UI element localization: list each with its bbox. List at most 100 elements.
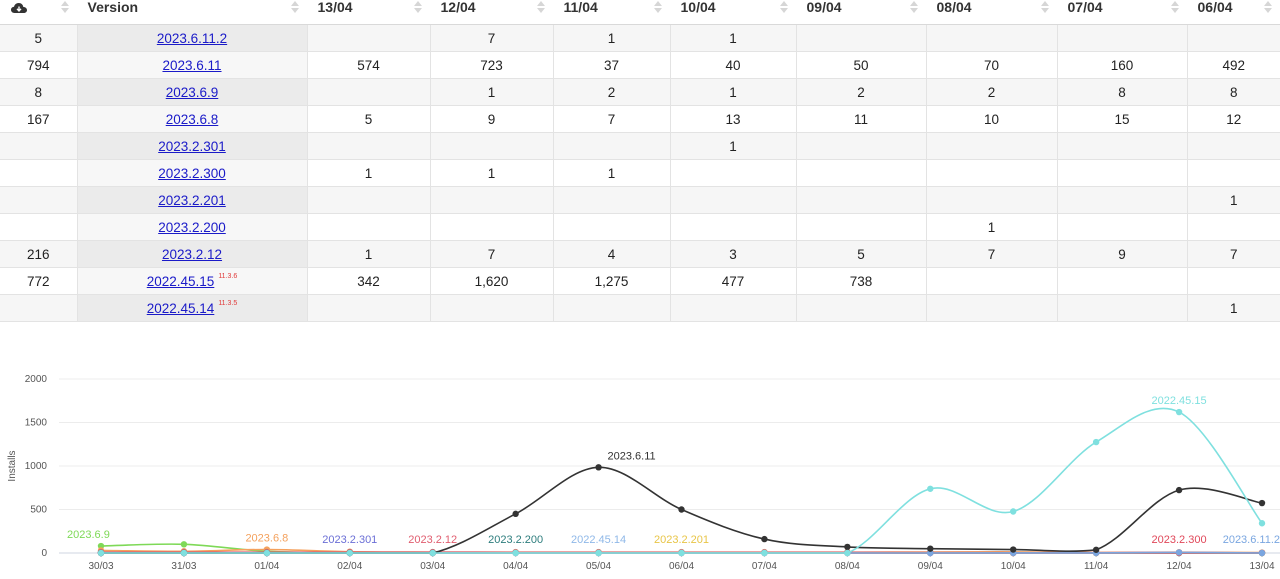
sort-icon[interactable] (537, 0, 545, 14)
daily-installs-cell (926, 160, 1057, 187)
daily-installs-cell: 2 (553, 79, 670, 106)
column-header-label: 09/04 (807, 0, 842, 15)
daily-installs-cell (796, 214, 926, 241)
daily-installs-cell: 2 (796, 79, 926, 106)
data-point-2023-6-11-2[interactable] (1259, 550, 1265, 556)
sort-icon[interactable] (291, 0, 299, 14)
version-link[interactable]: 2023.6.9 (166, 85, 219, 100)
column-header-version[interactable]: Version (77, 0, 307, 25)
daily-installs-cell (796, 133, 926, 160)
daily-installs-cell: 3 (670, 241, 796, 268)
data-point-2022-45-15[interactable] (347, 550, 353, 556)
series-label: 2023.2.200 (488, 534, 543, 546)
x-tick-label: 01/04 (254, 561, 279, 572)
data-point-2022-45-15[interactable] (927, 486, 933, 492)
data-point-2022-45-15[interactable] (1176, 409, 1182, 415)
sort-icon[interactable] (654, 0, 662, 14)
sort-icon[interactable] (910, 0, 918, 14)
data-point-2022-45-15[interactable] (1093, 439, 1099, 445)
daily-installs-cell (307, 133, 430, 160)
data-point-2022-45-15[interactable] (1010, 508, 1016, 514)
data-point-2022-45-15[interactable] (430, 550, 436, 556)
daily-installs-cell (553, 187, 670, 214)
data-point-2023-6-9[interactable] (181, 541, 187, 547)
data-point-2022-45-15[interactable] (98, 550, 104, 556)
series-label: 2023.6.9 (67, 529, 110, 541)
daily-installs-cell (1057, 133, 1187, 160)
total-installs-cell: 216 (0, 241, 77, 268)
version-cell: 2023.6.8 (77, 106, 307, 133)
data-point-2023-6-11[interactable] (1093, 547, 1099, 553)
version-link[interactable]: 2023.6.11.2 (157, 31, 227, 46)
series-label: 2022.45.15 (1152, 395, 1207, 407)
y-axis-label: Installs (7, 450, 18, 481)
daily-installs-cell: 70 (926, 52, 1057, 79)
version-link[interactable]: 2023.2.301 (158, 139, 226, 154)
column-header-label: 06/04 (1198, 0, 1233, 15)
data-point-2023-6-11[interactable] (844, 544, 850, 550)
sort-icon[interactable] (1264, 0, 1272, 14)
column-header-07-04[interactable]: 07/04 (1057, 0, 1187, 25)
data-point-2023-6-11[interactable] (761, 536, 767, 542)
column-header-installs[interactable] (0, 0, 77, 25)
version-link[interactable]: 2022.45.15 (147, 274, 215, 289)
data-point-2023-6-11[interactable] (595, 464, 601, 470)
column-header-06-04[interactable]: 06/04 (1187, 0, 1280, 25)
data-point-2023-6-11[interactable] (1010, 546, 1016, 552)
column-header-09-04[interactable]: 09/04 (796, 0, 926, 25)
daily-installs-cell (926, 187, 1057, 214)
data-point-2023-6-11-2[interactable] (1176, 549, 1182, 555)
daily-installs-cell (796, 187, 926, 214)
version-link[interactable]: 2023.2.12 (162, 247, 222, 262)
sort-icon[interactable] (1041, 0, 1049, 14)
daily-installs-cell (430, 133, 553, 160)
sort-icon[interactable] (414, 0, 422, 14)
data-point-2022-45-15[interactable] (264, 550, 270, 556)
daily-installs-cell: 1 (1187, 187, 1280, 214)
daily-installs-cell (1057, 25, 1187, 52)
daily-installs-cell: 11 (796, 106, 926, 133)
data-point-2022-45-15[interactable] (844, 550, 850, 556)
daily-installs-cell (926, 268, 1057, 295)
version-link[interactable]: 2023.2.300 (158, 166, 226, 181)
data-point-2023-6-11[interactable] (512, 511, 518, 517)
data-point-2022-45-15[interactable] (181, 550, 187, 556)
data-point-2022-45-15[interactable] (761, 550, 767, 556)
daily-installs-cell (1187, 160, 1280, 187)
column-header-08-04[interactable]: 08/04 (926, 0, 1057, 25)
daily-installs-cell: 8 (1057, 79, 1187, 106)
data-point-2022-45-15[interactable] (1259, 520, 1265, 526)
daily-installs-cell: 9 (430, 106, 553, 133)
data-point-2022-45-15[interactable] (595, 550, 601, 556)
column-header-13-04[interactable]: 13/04 (307, 0, 430, 25)
daily-installs-cell: 342 (307, 268, 430, 295)
data-point-2023-6-11[interactable] (1176, 487, 1182, 493)
column-header-label: 07/04 (1068, 0, 1103, 15)
sort-icon[interactable] (61, 0, 69, 14)
data-point-2022-45-15[interactable] (512, 550, 518, 556)
sort-icon[interactable] (1171, 0, 1179, 14)
column-header-12-04[interactable]: 12/04 (430, 0, 553, 25)
version-link[interactable]: 2023.2.201 (158, 193, 226, 208)
column-header-label: 11/04 (564, 0, 598, 15)
version-link[interactable]: 2022.45.14 (147, 301, 215, 316)
daily-installs-cell (670, 187, 796, 214)
version-link[interactable]: 2023.6.8 (166, 112, 219, 127)
data-point-2023-6-11[interactable] (927, 545, 933, 551)
data-point-2023-6-11[interactable] (1259, 500, 1265, 506)
data-point-2022-45-15[interactable] (678, 550, 684, 556)
cloud-download-icon (10, 1, 28, 15)
daily-installs-cell: 8 (1187, 79, 1280, 106)
version-cell: 2023.6.11 (77, 52, 307, 79)
daily-installs-cell (307, 25, 430, 52)
daily-installs-cell: 7 (430, 241, 553, 268)
version-link[interactable]: 2023.2.200 (158, 220, 226, 235)
column-header-11-04[interactable]: 11/04 (553, 0, 670, 25)
column-header-10-04[interactable]: 10/04 (670, 0, 796, 25)
daily-installs-cell: 738 (796, 268, 926, 295)
data-point-2023-6-11[interactable] (678, 506, 684, 512)
version-link[interactable]: 2023.6.11 (162, 58, 221, 73)
sort-icon[interactable] (780, 0, 788, 14)
